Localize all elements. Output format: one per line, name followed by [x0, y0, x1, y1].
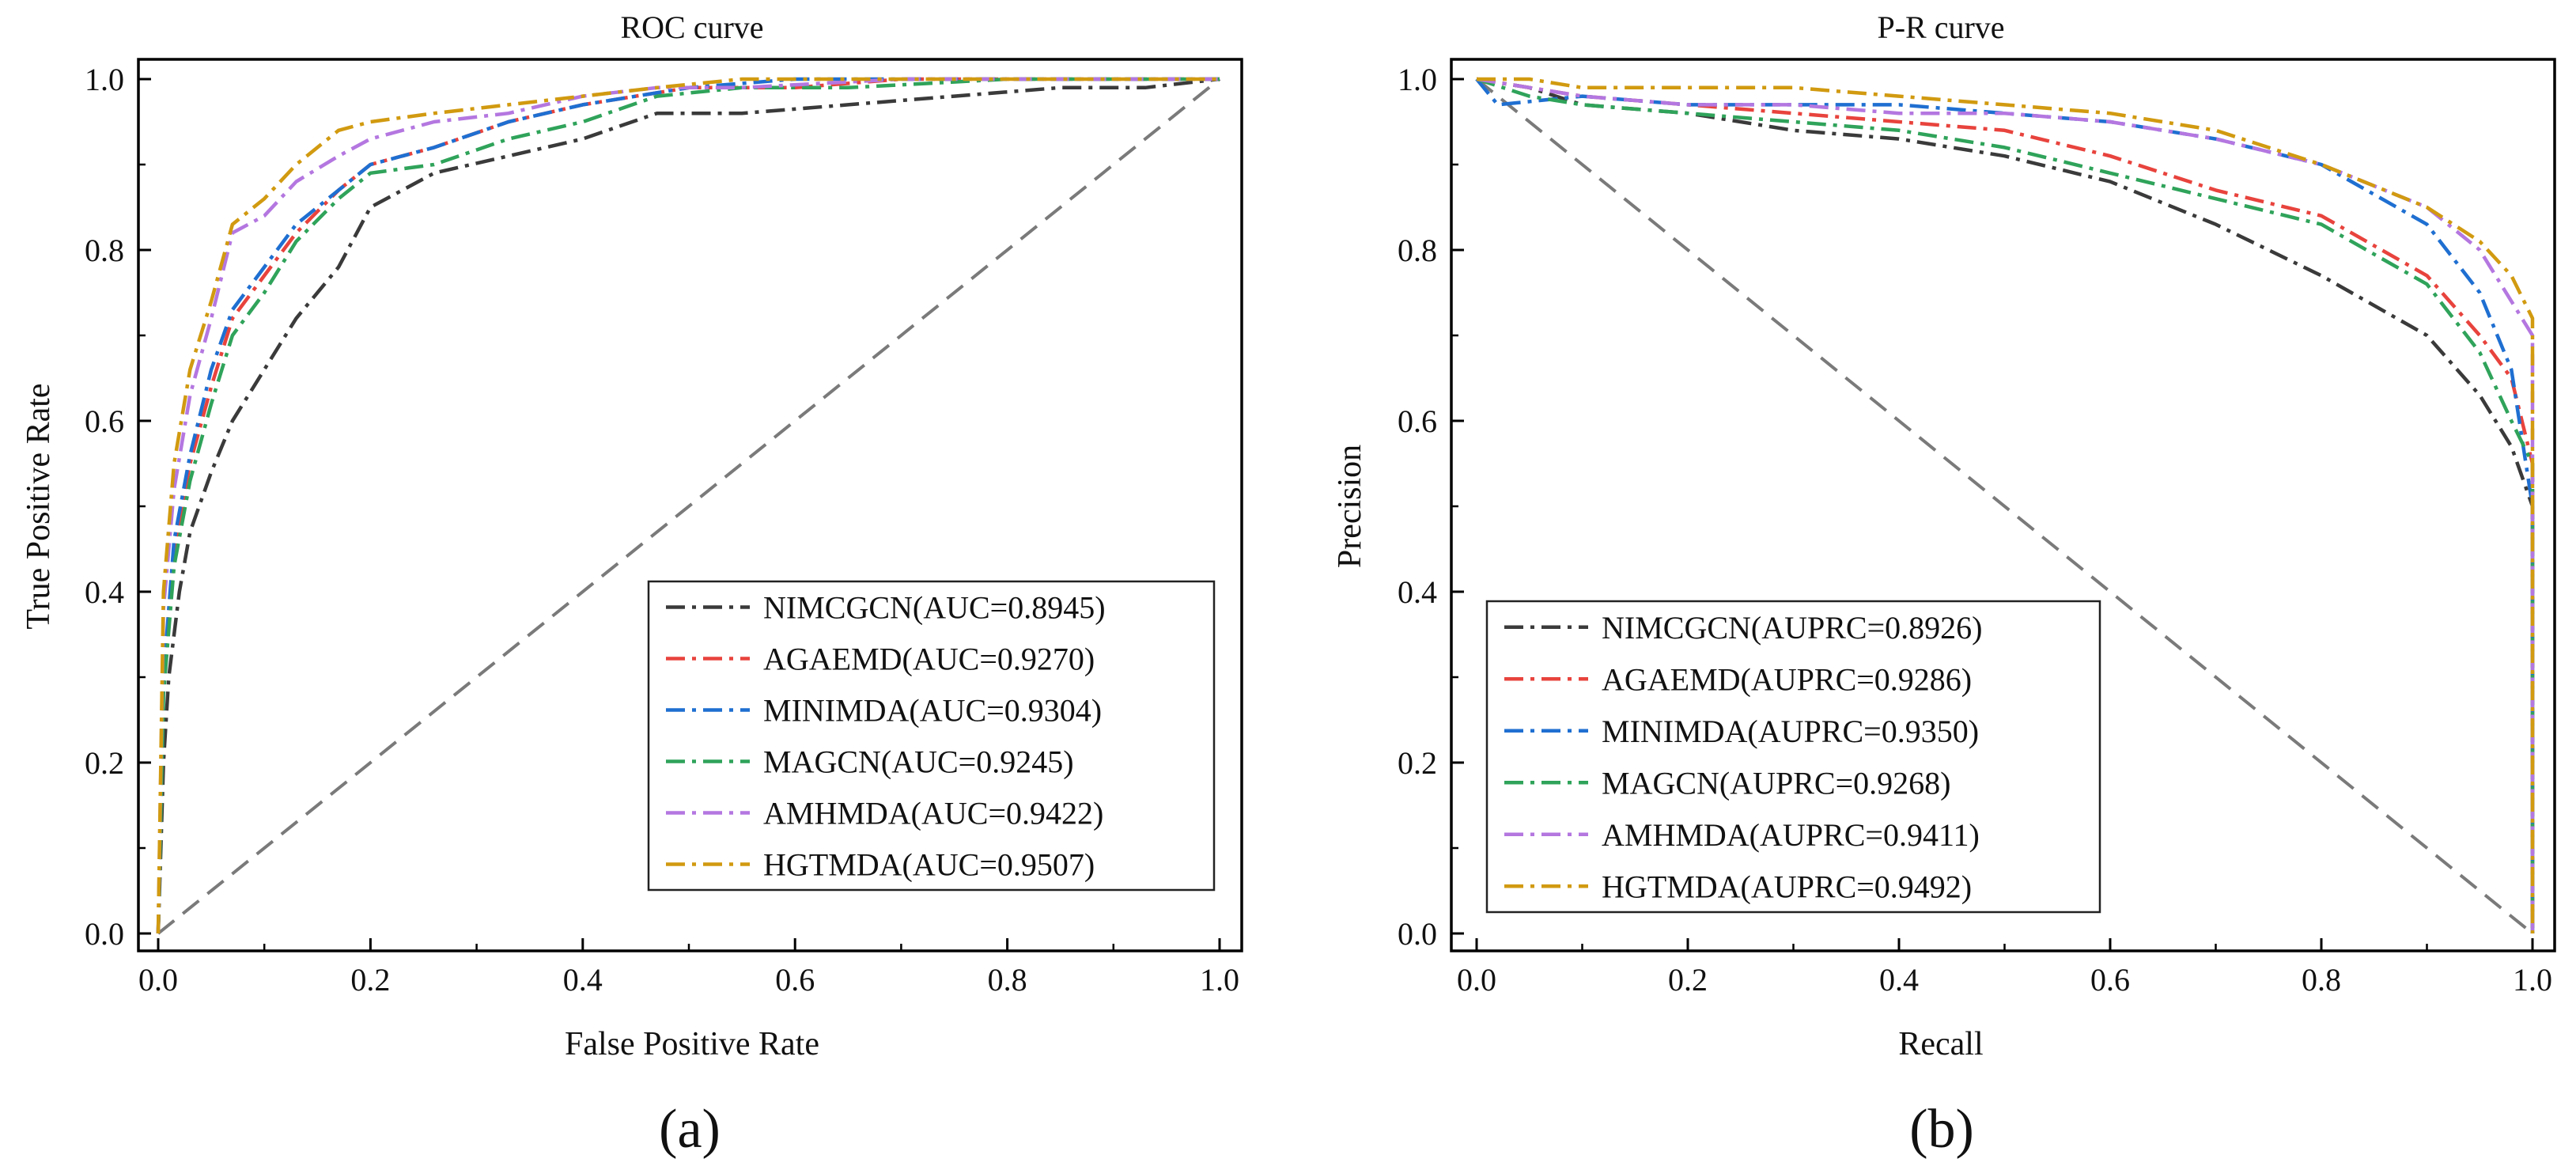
pr-chart-series-magcn [1476, 77, 2535, 933]
roc-chart-legend-label-nimcgcn: NIMCGCN(AUC=0.8945) [763, 590, 1106, 626]
roc-chart-legend-label-amhmda: AMHMDA(AUC=0.9422) [763, 796, 1103, 831]
pr-chart-series-hgtmda [1477, 77, 2535, 933]
pr-chart-title: P-R curve [1877, 9, 2004, 45]
pr-chart-series-amhmda [1476, 77, 2535, 933]
pr-chart-ytick-label: 0.8 [1398, 233, 1437, 268]
roc-chart-xtick-label: 0.2 [350, 962, 390, 998]
roc-chart-xtick-label: 0.4 [563, 962, 603, 998]
roc-chart-xtick-label: 0.0 [138, 962, 178, 998]
pr-chart-legend-box [1485, 600, 2101, 914]
pr-chart-xtick-label: 1.0 [2513, 962, 2552, 998]
roc-chart-legend-label-hgtmda: HGTMDA(AUC=0.9507) [763, 847, 1095, 883]
pr-chart-xlabel: Recall [1898, 1026, 1983, 1062]
pr-chart-ylabel: Precision [1332, 445, 1368, 568]
roc-chart: ROC curve True Positive Rate False Posit… [21, 9, 1243, 1160]
roc-chart-ytick-label: 0.4 [85, 574, 124, 610]
roc-chart-ylabel: True Positive Rate [21, 383, 57, 629]
pr-chart-ytick-label: 0.2 [1398, 745, 1437, 781]
pr-chart-reference-line [1475, 78, 2534, 935]
pr-chart-xtick-label: 0.4 [1879, 962, 1919, 998]
roc-chart-ytick-label: 0.8 [85, 233, 124, 268]
roc-chart-legend: NIMCGCN(AUC=0.8945) AGAEMD(AUC=0.9270) MIN… [647, 580, 1216, 892]
pr-chart-legend-label-minimda: MINIMDA(AUPRC=0.9350) [1602, 714, 1979, 749]
roc-chart-legend-box [647, 580, 1216, 892]
pr-chart-xtick-label: 0.0 [1457, 962, 1496, 998]
pr-chart-xtick-label: 0.8 [2302, 962, 2341, 998]
pr-chart-legend-label-magcn: MAGCN(AUPRC=0.9268) [1602, 765, 1950, 801]
roc-chart-ticks: 0.0 0.2 0.4 0.6 0.8 1.0 0.0 0.2 0.4 0.6 0.8 1.0 [85, 62, 1239, 998]
roc-chart-title: ROC curve [620, 9, 763, 45]
roc-chart-legend-label-minimda: MINIMDA(AUC=0.9304) [763, 693, 1102, 729]
roc-chart-reference [157, 78, 1221, 935]
roc-chart-legend-label-magcn: MAGCN(AUC=0.9245) [763, 744, 1074, 780]
roc-chart-xtick-label: 1.0 [1200, 962, 1239, 998]
pr-chart-ticks: 0.0 0.2 0.4 0.6 0.8 1.0 0.0 0.2 0.4 0.6 0.8 1.0 [1398, 62, 2552, 998]
roc-chart-plot-frame [137, 58, 1243, 952]
pr-chart-ytick-label: 0.4 [1398, 574, 1437, 610]
roc-chart-reference-line [157, 78, 1221, 935]
pr-chart-ytick-label: 0.0 [1398, 916, 1437, 952]
roc-chart-series-nimcgcn [156, 77, 1220, 934]
roc-chart-xtick-label: 0.8 [988, 962, 1027, 998]
pr-chart-plot-frame [1450, 58, 2556, 952]
roc-chart-ytick-label: 0.2 [85, 745, 124, 781]
roc-chart-series [156, 77, 1220, 934]
pr-chart-legend-label-hgtmda: HGTMDA(AUPRC=0.9492) [1602, 869, 1972, 904]
roc-chart-series-minimda [156, 77, 1220, 934]
roc-chart-ytick-label: 1.0 [85, 62, 124, 97]
roc-chart-ytick-label: 0.6 [85, 403, 124, 439]
panel-label-a: (a) [659, 1099, 721, 1160]
roc-chart-legend-label-agaemd: AGAEMD(AUC=0.9270) [763, 642, 1095, 677]
pr-chart-series-agaemd [1476, 77, 2535, 933]
pr-chart-legend-label-nimcgcn: NIMCGCN(AUPRC=0.8926) [1602, 610, 1982, 646]
pr-chart-xtick-label: 0.6 [2090, 962, 2130, 998]
roc-chart-xtick-label: 0.6 [775, 962, 815, 998]
pr-chart-legend-label-amhmda: AMHMDA(AUPRC=0.9411) [1602, 817, 1980, 853]
pr-chart-reference [1475, 78, 2534, 935]
roc-chart-xlabel: False Positive Rate [565, 1026, 819, 1062]
panel-label-b: (b) [1909, 1099, 1974, 1160]
pr-chart-xtick-label: 0.2 [1668, 962, 1708, 998]
pr-chart-ytick-label: 1.0 [1398, 62, 1437, 97]
roc-chart-series-amhmda [156, 77, 1220, 934]
pr-chart-series-nimcgcn [1476, 77, 2535, 933]
pr-chart-series [1475, 77, 2535, 933]
pr-chart: P-R curve Precision Recall 0.0 0.2 0.4 0.6 0… [1332, 9, 2556, 1160]
roc-chart-series-hgtmda [156, 77, 1220, 934]
pr-chart-ytick-label: 0.6 [1398, 403, 1437, 439]
roc-chart-ytick-label: 0.0 [85, 916, 124, 952]
pr-chart-legend: NIMCGCN(AUPRC=0.8926) AGAEMD(AUPRC=0.9286… [1485, 600, 2101, 914]
pr-chart-legend-label-agaemd: AGAEMD(AUPRC=0.9286) [1602, 661, 1972, 697]
